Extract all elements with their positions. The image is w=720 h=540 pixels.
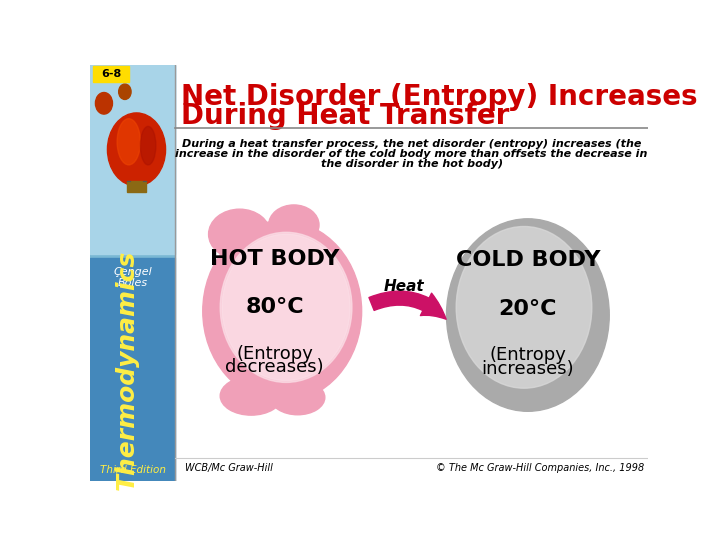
- Ellipse shape: [119, 84, 131, 99]
- Ellipse shape: [203, 221, 361, 402]
- Text: Çengel: Çengel: [113, 267, 152, 277]
- Text: 6-8: 6-8: [101, 69, 121, 79]
- Ellipse shape: [96, 92, 112, 114]
- Text: During a heat transfer process, the net disorder (entropy) increases (the: During a heat transfer process, the net …: [182, 139, 642, 149]
- Ellipse shape: [220, 232, 352, 382]
- Ellipse shape: [117, 119, 140, 165]
- Text: © The Mc Graw-Hill Companies, Inc., 1998: © The Mc Graw-Hill Companies, Inc., 1998: [436, 463, 644, 473]
- Text: (Entropy: (Entropy: [236, 345, 313, 362]
- Ellipse shape: [269, 205, 319, 245]
- Text: 20°C: 20°C: [499, 299, 557, 319]
- Ellipse shape: [107, 113, 166, 186]
- Ellipse shape: [220, 377, 282, 415]
- FancyArrowPatch shape: [369, 291, 446, 319]
- Bar: [90, 65, 175, 258]
- Text: Thermodynamics: Thermodynamics: [114, 249, 138, 490]
- Ellipse shape: [140, 126, 156, 165]
- Ellipse shape: [204, 225, 360, 398]
- Ellipse shape: [446, 219, 609, 411]
- Text: increases): increases): [482, 360, 574, 378]
- Ellipse shape: [456, 226, 592, 388]
- Text: Third Edition: Third Edition: [99, 465, 166, 475]
- Ellipse shape: [222, 234, 350, 381]
- Bar: [93, 66, 129, 82]
- Ellipse shape: [209, 209, 271, 259]
- Text: 80°C: 80°C: [245, 298, 304, 318]
- Text: increase in the disorder of the cold body more than offsets the decrease in: increase in the disorder of the cold bod…: [176, 149, 648, 159]
- Bar: [90, 65, 175, 254]
- Text: (Entropy: (Entropy: [490, 346, 567, 364]
- Ellipse shape: [271, 380, 325, 415]
- Text: Heat: Heat: [384, 279, 424, 294]
- Text: Net Disorder (Entropy) Increases: Net Disorder (Entropy) Increases: [181, 83, 698, 111]
- Text: WCB/Mc Graw-Hill: WCB/Mc Graw-Hill: [185, 463, 273, 473]
- Bar: [90, 258, 175, 481]
- Text: Boles: Boles: [117, 278, 148, 288]
- Text: decreases): decreases): [225, 359, 324, 376]
- Text: the disorder in the hot body): the disorder in the hot body): [320, 159, 503, 169]
- Text: COLD BODY: COLD BODY: [456, 249, 600, 269]
- Bar: [127, 181, 145, 192]
- Text: During Heat Transfer: During Heat Transfer: [181, 103, 510, 130]
- Text: HOT BODY: HOT BODY: [210, 249, 339, 269]
